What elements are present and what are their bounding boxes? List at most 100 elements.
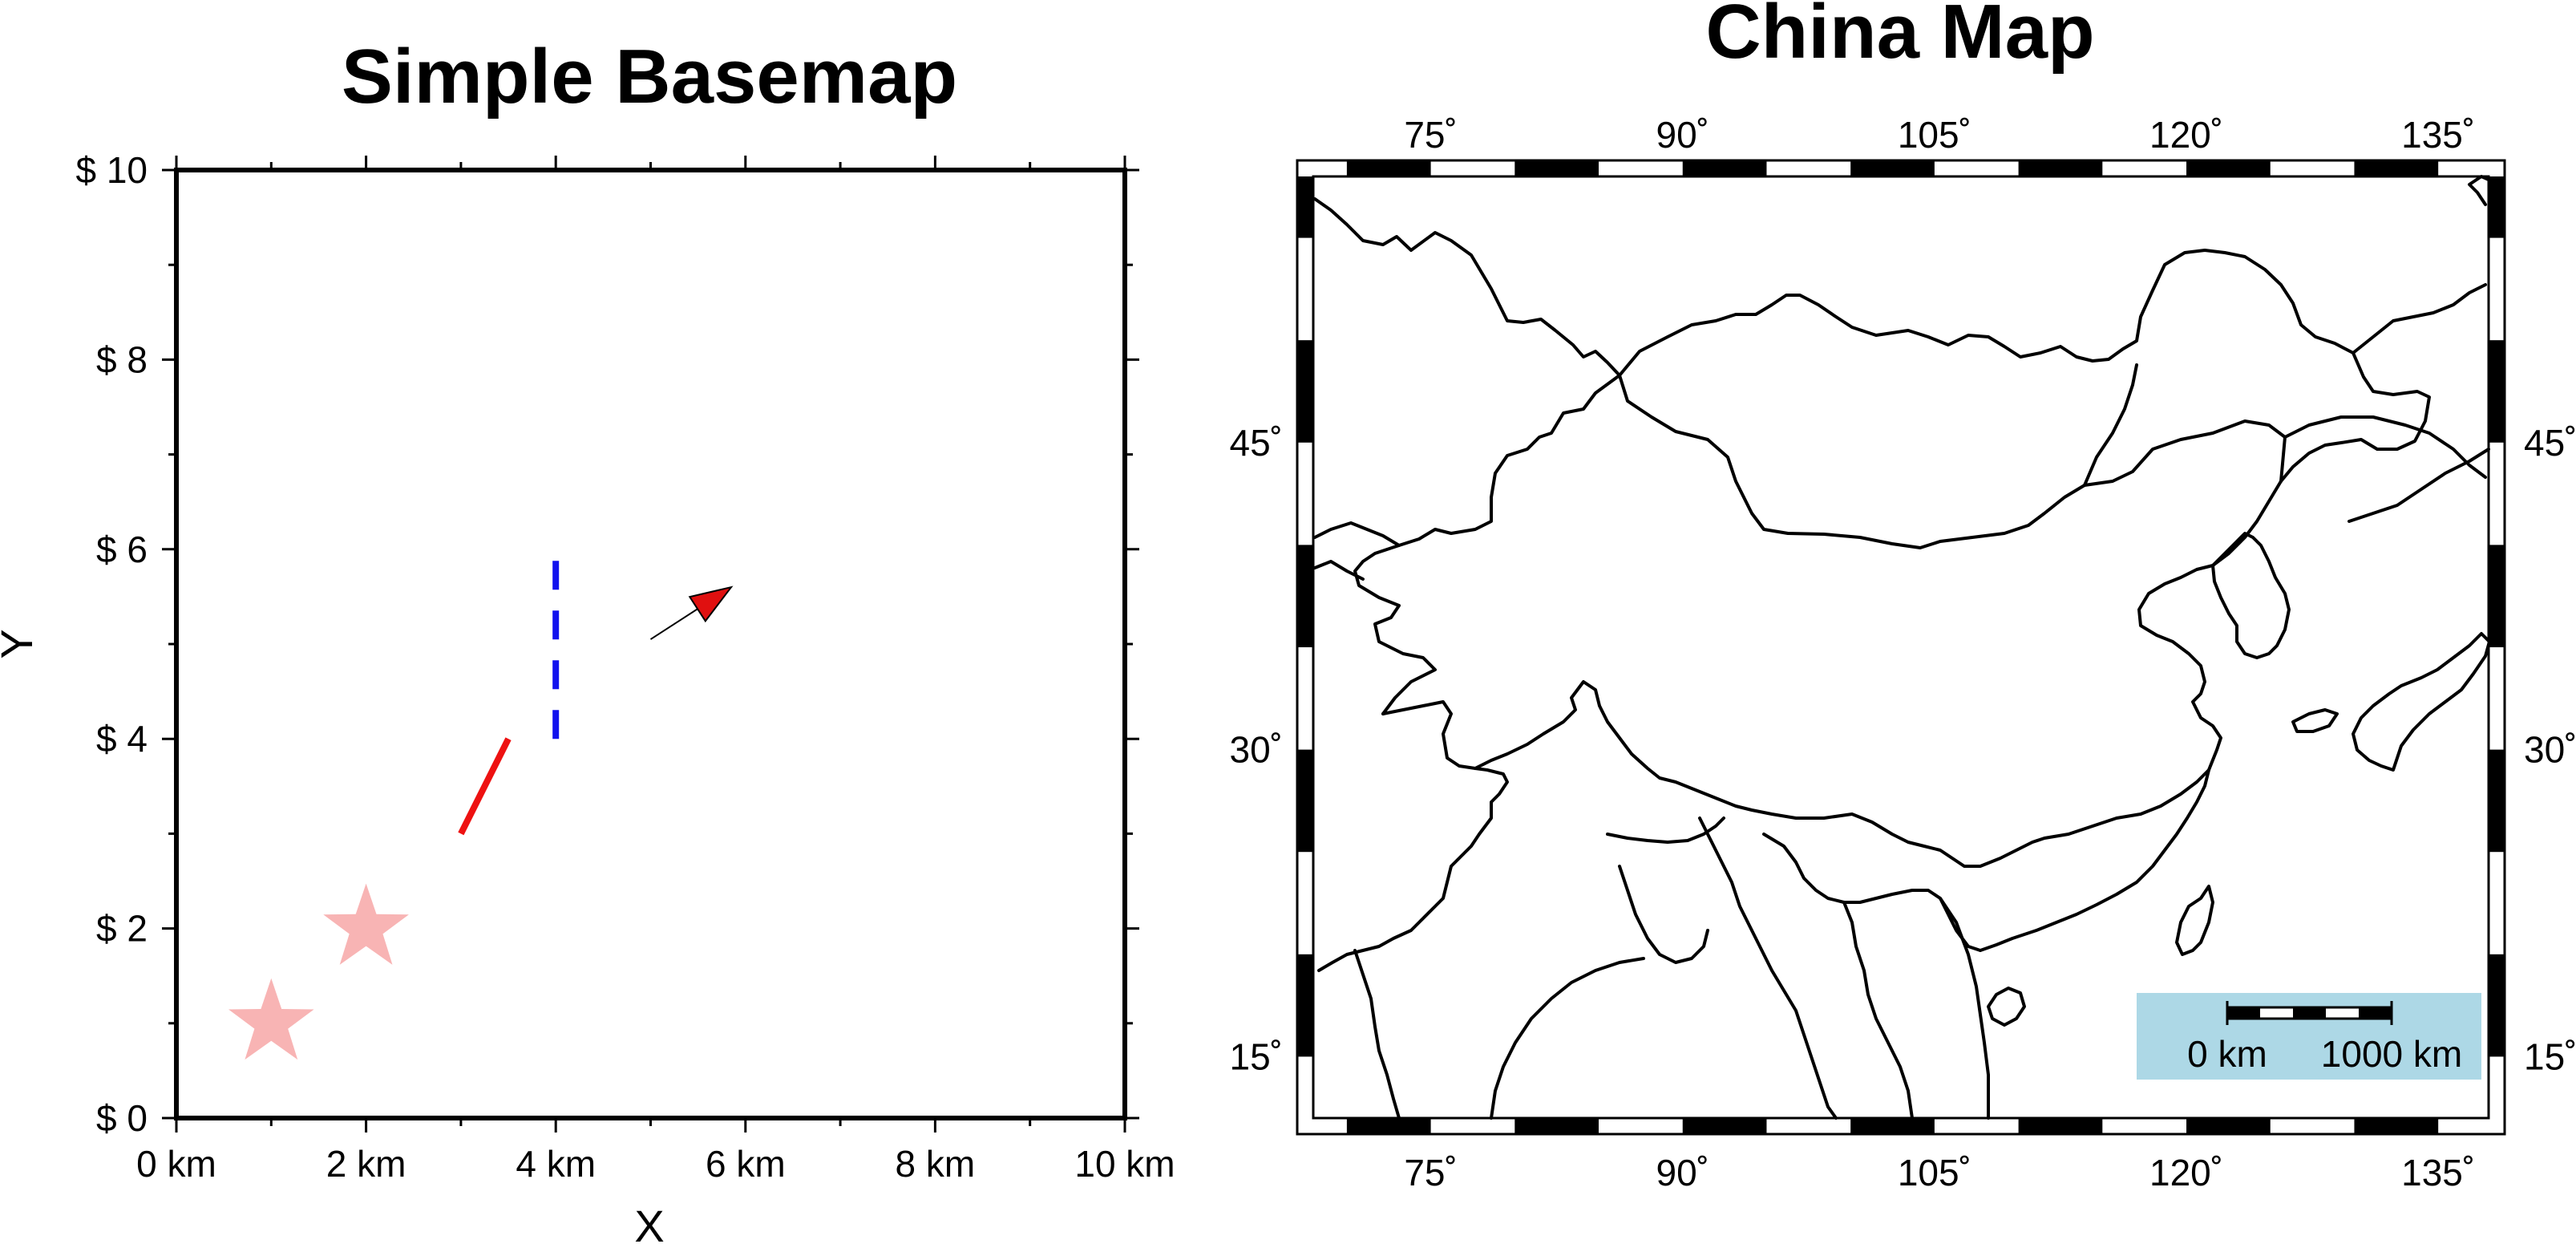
frame-checker-bottom: [2186, 1118, 2271, 1134]
russia-far-east: [2283, 415, 2487, 479]
northeast-border: [2083, 363, 2138, 487]
russia-mongolia-border: [1313, 197, 1621, 377]
frame-checker-left: [1297, 545, 1313, 647]
lat-label-right: 15˚: [2524, 1035, 2576, 1077]
kyushu-coast: [2291, 708, 2339, 733]
left-plot-marks: [228, 549, 734, 1060]
japan-north-coast: [2468, 175, 2490, 206]
myanmar-border: [1698, 816, 1838, 1120]
lon-label-bottom: 120˚: [2149, 1152, 2223, 1193]
scale-bar-segment: [2227, 1007, 2260, 1019]
x-tick-label: 4 km: [516, 1143, 596, 1185]
india-west-coast: [1353, 949, 1401, 1120]
y-tick-label: $ 2: [96, 908, 148, 950]
india-border: [1317, 700, 1509, 972]
frame-checker-right: [2489, 176, 2505, 238]
frame-checker-top: [1850, 160, 1935, 176]
scale-bar-start-label: 0 km: [2187, 1033, 2267, 1075]
frame-checker-bottom: [1346, 1118, 1431, 1134]
left-plot-frame: [174, 168, 1127, 1120]
korea-coast: [2211, 532, 2291, 659]
y-tick-label: $ 10: [75, 149, 148, 191]
x-tick-label: 10 km: [1074, 1143, 1175, 1185]
star-marker: [323, 883, 409, 965]
x-tick-label: 8 km: [896, 1143, 976, 1185]
frame-checker-bottom: [1850, 1118, 1935, 1134]
frame-checker-right: [2489, 545, 2505, 647]
lat-label-left: 45˚: [1230, 422, 1283, 464]
frame-checker-bottom: [1514, 1118, 1599, 1134]
lon-label-bottom: 75˚: [1404, 1152, 1457, 1193]
vietnam-coast: [1939, 897, 1990, 1120]
china-east-coast: [1979, 480, 2283, 952]
frame-checker-top: [1514, 160, 1599, 176]
mongolia-south-border: [1618, 374, 2287, 549]
scale-bar: [2226, 1001, 2393, 1025]
arrow-shaft: [649, 608, 698, 640]
taiwan-coast: [2175, 885, 2214, 956]
arrow-head: [688, 586, 734, 623]
lon-label-top: 75˚: [1404, 114, 1457, 156]
nepal-border: [1606, 816, 1725, 844]
scale-bar-segment: [2293, 1007, 2326, 1019]
frame-checker-top: [1346, 160, 1431, 176]
y-tick-label: $ 6: [96, 529, 148, 570]
frame-checker-right: [2489, 340, 2505, 443]
y-tick-label: $ 0: [96, 1097, 148, 1139]
frame-checker-top: [2354, 160, 2439, 176]
southeast-asia-borders: [1762, 833, 1982, 952]
china-map-panel: China Map: [1230, 0, 2576, 1193]
star-marker: [228, 978, 314, 1060]
lon-label-top: 105˚: [1898, 114, 1971, 156]
india-east-coast: [1490, 957, 1645, 1120]
lat-label-left: 15˚: [1230, 1035, 1283, 1077]
mongolia-border: [1618, 249, 2431, 483]
himalaya-border: [1474, 680, 2210, 868]
thailand-border: [1842, 901, 1914, 1120]
okhotsk-coast: [2352, 283, 2487, 355]
lon-label-bottom: 105˚: [1898, 1152, 1971, 1193]
frame-checker-top: [1682, 160, 1767, 176]
left-title: Simple Basemap: [342, 34, 957, 120]
map-frame-checker-border: [1297, 160, 2505, 1134]
lat-label-right: 30˚: [2524, 729, 2576, 771]
hainan-coast: [1987, 987, 2026, 1027]
left-axes: 0 km 2 km 4 km 6 km 8 km 10 km $ 0 $ 2 $ 4 $ 6 $ 8…: [75, 149, 1175, 1185]
frame-checker-left: [1297, 176, 1313, 238]
lon-label-bottom: 135˚: [2401, 1152, 2475, 1193]
map-title: China Map: [1705, 0, 2094, 75]
frame-checker-left: [1297, 749, 1313, 853]
lon-label-top: 90˚: [1656, 114, 1709, 156]
left-x-label: X: [634, 1201, 664, 1248]
central-asia-border: [1313, 560, 1365, 581]
lat-label-right: 45˚: [2524, 422, 2576, 464]
frame-checker-left: [1297, 340, 1313, 443]
scale-bar-segment: [2359, 1007, 2392, 1019]
frame-checker-bottom: [2018, 1118, 2103, 1134]
x-tick-label: 6 km: [706, 1143, 786, 1185]
x-tick-label: 2 km: [326, 1143, 406, 1185]
frame-checker-bottom: [2354, 1118, 2439, 1134]
lon-label-bottom: 90˚: [1656, 1152, 1709, 1193]
left-y-label: Y: [0, 629, 42, 658]
frame-checker-right: [2489, 749, 2505, 853]
frame-checker-right: [2489, 954, 2505, 1057]
red-line: [458, 737, 512, 836]
map-boundaries: [1313, 175, 2491, 1120]
scale-bar-end-label: 1000 km: [2321, 1033, 2462, 1075]
lat-label-left: 30˚: [1230, 729, 1283, 771]
bangladesh-border: [1618, 865, 1709, 964]
frame-checker-left: [1297, 954, 1313, 1057]
russia-coast-east: [2348, 448, 2490, 523]
scale-bar-inset: 0 km 1000 km: [2137, 993, 2481, 1080]
lon-label-top: 120˚: [2149, 114, 2223, 156]
map-graticule-labels: 75˚ 75˚ 90˚ 90˚ 105˚ 105˚ 120˚ 120˚ 135˚ 135˚ 15˚ 1…: [1230, 114, 2576, 1193]
y-tick-label: $ 4: [96, 718, 148, 760]
y-tick-label: $ 8: [96, 338, 148, 380]
frame-checker-top: [2186, 160, 2271, 176]
frame-checker-bottom: [1682, 1118, 1767, 1134]
x-tick-label: 0 km: [136, 1143, 216, 1185]
simple-basemap-panel: Simple Basemap 0 km 2 km 4 km 6 km 8 km 10 km…: [0, 34, 1175, 1248]
frame-checker-top: [2018, 160, 2103, 176]
map-plot-area: [1312, 175, 2490, 1120]
